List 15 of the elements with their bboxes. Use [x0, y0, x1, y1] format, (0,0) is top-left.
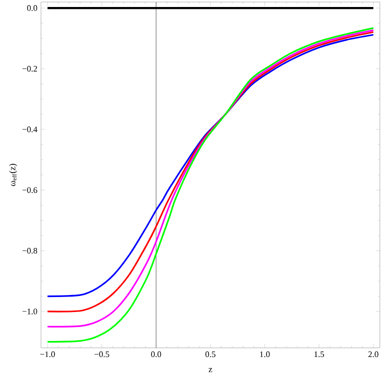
x-tick-label: 1.0 [260, 351, 270, 358]
y-axis-title: ω$_{eff}$(z) [9, 164, 18, 186]
y-tick-label: −0.2 [22, 66, 37, 72]
x-tick-label: −1.0 [40, 351, 55, 358]
y-tick-label: −0.8 [22, 248, 38, 254]
x-tick-label: 0.0 [151, 351, 162, 358]
x-tick-label: −0.5 [94, 351, 110, 358]
x-tick-label: 2.0 [368, 351, 378, 358]
x-tick-label: 1.5 [314, 351, 324, 358]
y-tick-label: −0.6 [22, 187, 38, 194]
x-axis-title: z [208, 368, 212, 372]
y-tick-label: −0.4 [22, 126, 38, 132]
y-tick-label: 0.0 [27, 5, 38, 12]
y-tick-label: −1.0 [22, 308, 38, 314]
x-tick-label: 0.5 [205, 351, 216, 358]
